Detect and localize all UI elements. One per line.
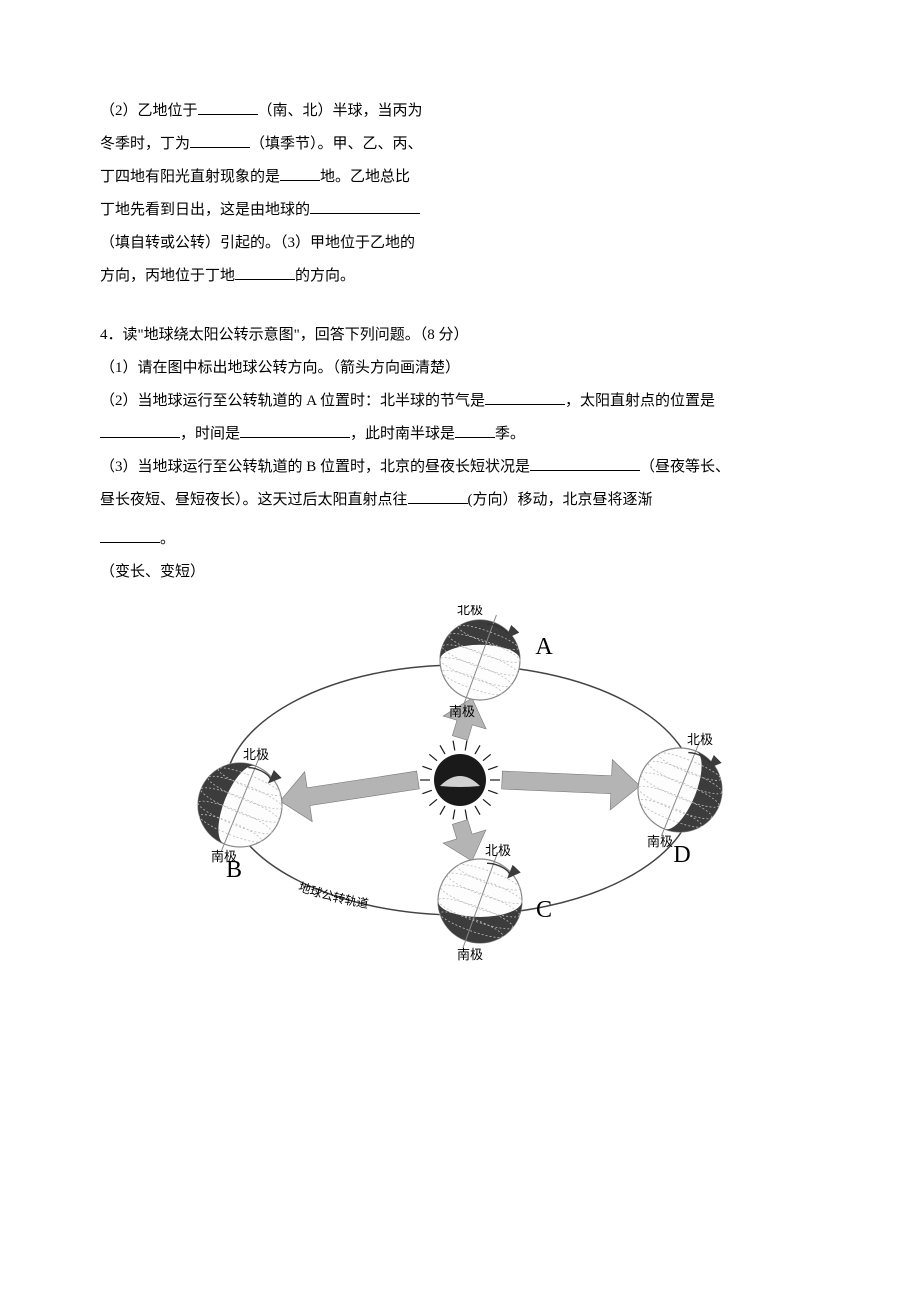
text: 。 (160, 531, 175, 547)
svg-text:北极: 北极 (485, 843, 511, 858)
spacer (100, 293, 820, 319)
text: 季。 (495, 426, 525, 442)
blank[interactable] (408, 486, 468, 504)
q3-line4: 丁地先看到日出，这是由地球的 (100, 194, 820, 227)
text: （3）当地球运行至公转轨道的 B 位置时，北京的昼夜长短状况是 (100, 459, 530, 475)
q3-line5: （填自转或公转）引起的。（3）甲地位于乙地的 (100, 227, 820, 260)
blank[interactable] (280, 163, 320, 181)
svg-text:D: D (673, 842, 690, 868)
text: 地。乙地总比 (320, 169, 410, 185)
blank[interactable] (485, 387, 565, 405)
q3-line2: 冬季时，丁为 （填季节）。甲、乙、丙、 (100, 128, 820, 161)
q4-p3: ，时间是 ，此时南半球是 季。 (100, 418, 820, 451)
text: 的方向。 (295, 268, 355, 284)
text: 方向，丙地位于丁地 (100, 268, 235, 284)
text: 4．读"地球绕太阳公转示意图"，回答下列问题。（8 分） (100, 327, 469, 343)
blank[interactable] (235, 262, 295, 280)
text: （南、北）半球，当丙为 (258, 103, 423, 119)
text: （1）请在图中标出地球公转方向。（箭头方向画清楚） (100, 360, 460, 376)
blank[interactable] (100, 525, 160, 543)
q4-p6: 。 (100, 523, 820, 556)
blank[interactable] (455, 420, 495, 438)
text: （昼夜等长、 (640, 459, 730, 475)
text: 昼长夜短、昼短夜长）。这天过后太阳直射点往 (100, 492, 408, 508)
q4-title: 4．读"地球绕太阳公转示意图"，回答下列问题。（8 分） (100, 319, 820, 352)
text: （2）乙地位于 (100, 103, 198, 119)
blank[interactable] (100, 420, 180, 438)
svg-text:A: A (535, 634, 553, 660)
text: （2）当地球运行至公转轨道的 A 位置时：北半球的节气是 (100, 393, 485, 409)
text: ，时间是 (180, 426, 240, 442)
q3-line1: （2）乙地位于 （南、北）半球，当丙为 (100, 95, 820, 128)
text: （填自转或公转）引起的。（3）甲地位于乙地的 (100, 235, 415, 251)
text: ，此时南半球是 (350, 426, 455, 442)
q4-p1: （1）请在图中标出地球公转方向。（箭头方向画清楚） (100, 352, 820, 385)
svg-text:南极: 南极 (449, 704, 475, 719)
blank[interactable] (530, 453, 640, 471)
q3-line6: 方向，丙地位于丁地 的方向。 (100, 260, 820, 293)
text: （变长、变短） (100, 564, 205, 580)
text: （填季节）。甲、乙、丙、 (250, 136, 423, 152)
q3-line3: 丁四地有阳光直射现象的是 地。乙地总比 (100, 161, 820, 194)
svg-text:C: C (536, 897, 552, 923)
svg-text:B: B (226, 857, 242, 883)
svg-text:南极: 南极 (457, 947, 483, 962)
svg-text:北极: 北极 (687, 732, 713, 747)
blank[interactable] (310, 196, 420, 214)
revolution-diagram: 北极南极北极南极北极南极北极南极ABCD地球公转轨道 (180, 605, 740, 965)
q4-p2: （2）当地球运行至公转轨道的 A 位置时：北半球的节气是 ，太阳直射点的位置是 (100, 385, 820, 418)
svg-text:北极: 北极 (457, 605, 483, 617)
text: 丁地先看到日出，这是由地球的 (100, 202, 310, 218)
svg-text:北极: 北极 (243, 747, 269, 762)
q4-p4: （3）当地球运行至公转轨道的 B 位置时，北京的昼夜长短状况是 （昼夜等长、 (100, 451, 820, 484)
blank[interactable] (190, 130, 250, 148)
svg-text:南极: 南极 (647, 834, 673, 849)
q4-p7: （变长、变短） (100, 556, 820, 589)
q4-p5: 昼长夜短、昼短夜长）。这天过后太阳直射点往 (方向）移动，北京昼将逐渐 (100, 484, 820, 517)
diagram-wrap: 北极南极北极南极北极南极北极南极ABCD地球公转轨道 (100, 605, 820, 965)
blank[interactable] (198, 97, 258, 115)
text: (方向）移动，北京昼将逐渐 (468, 492, 653, 508)
svg-text:地球公转轨道: 地球公转轨道 (297, 880, 370, 911)
text: ，太阳直射点的位置是 (565, 393, 715, 409)
text: 冬季时，丁为 (100, 136, 190, 152)
text: 丁四地有阳光直射现象的是 (100, 169, 280, 185)
blank[interactable] (240, 420, 350, 438)
